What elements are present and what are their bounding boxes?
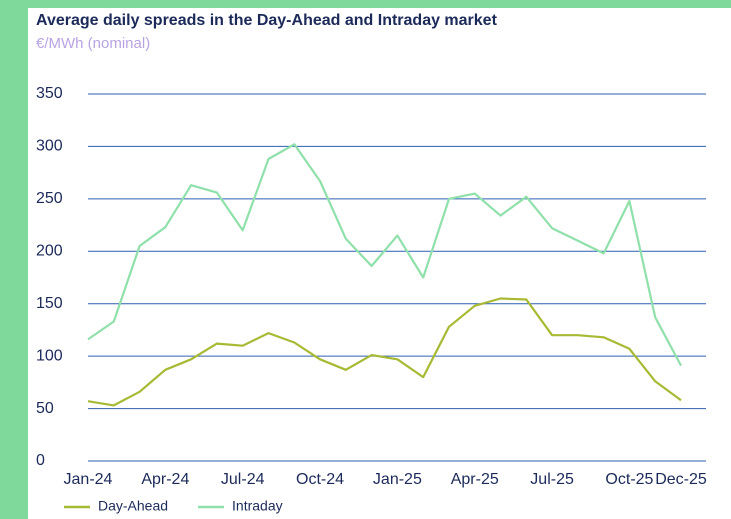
x-tick-label: Jul-25 [530,471,574,488]
x-tick-label: Dec-25 [655,471,707,488]
x-tick-label: Oct-25 [605,471,653,488]
chart-title: Average daily spreads in the Day-Ahead a… [36,12,498,29]
y-tick-label: 0 [36,452,45,469]
y-tick-label: 200 [36,243,63,260]
y-tick-label: 300 [36,138,63,155]
x-tick-label: Apr-24 [141,471,189,488]
x-tick-label: Jul-24 [221,471,265,488]
legend-label: Day-Ahead [98,498,168,514]
y-tick-label: 150 [36,295,63,312]
series-line [87,297,682,407]
y-tick-label: 100 [36,347,63,364]
x-tick-label: Apr-25 [451,471,499,488]
series-line [87,143,682,367]
panel [28,8,731,519]
y-tick-label: 350 [36,85,63,102]
legend-label: Intraday [232,498,283,514]
chart-subtitle: €/MWh (nominal) [36,35,150,52]
x-tick-label: Oct-24 [296,471,344,488]
x-tick-label: Jan-24 [64,471,113,488]
y-tick-label: 50 [36,400,54,417]
y-tick-label: 250 [36,190,63,207]
x-tick-label: Jan-25 [373,471,422,488]
